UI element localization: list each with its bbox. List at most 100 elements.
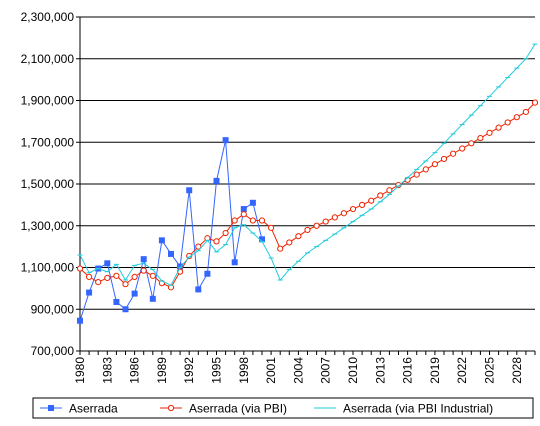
series-line bbox=[79, 140, 263, 321]
data-point bbox=[422, 166, 429, 173]
y-tick-label: 1,900,000 bbox=[21, 94, 75, 108]
data-point bbox=[104, 260, 111, 267]
y-tick-label: 2,300,000 bbox=[21, 10, 75, 24]
data-point bbox=[268, 224, 275, 231]
x-tick-label: 2022 bbox=[455, 357, 469, 384]
series-line bbox=[79, 43, 536, 286]
y-tick-label: 1,300,000 bbox=[21, 219, 75, 233]
x-tick-label: 1992 bbox=[182, 357, 196, 384]
data-point bbox=[48, 405, 54, 411]
data-point bbox=[240, 211, 247, 218]
x-tick-label: 2028 bbox=[510, 357, 524, 384]
data-point bbox=[440, 155, 448, 163]
x-tick-label: 1989 bbox=[155, 357, 169, 384]
data-point bbox=[450, 150, 457, 157]
data-point bbox=[204, 270, 211, 277]
y-tick-label: 900,000 bbox=[31, 302, 75, 316]
x-tick-label: 2016 bbox=[401, 357, 415, 384]
x-tick-label: 1980 bbox=[73, 357, 87, 384]
data-point bbox=[104, 274, 111, 282]
data-point bbox=[277, 245, 284, 252]
data-point bbox=[340, 210, 347, 217]
y-tick-label: 1,500,000 bbox=[21, 177, 75, 191]
data-point bbox=[286, 239, 293, 246]
data-point bbox=[149, 295, 156, 302]
x-tick-label: 2013 bbox=[373, 357, 387, 384]
y-tick-label: 1,700,000 bbox=[21, 135, 75, 149]
data-point bbox=[131, 290, 138, 297]
data-point bbox=[413, 171, 420, 178]
data-point bbox=[504, 119, 511, 126]
data-point bbox=[113, 272, 120, 279]
data-point bbox=[522, 108, 530, 116]
series bbox=[77, 137, 265, 324]
data-point bbox=[349, 205, 357, 213]
data-point bbox=[222, 229, 229, 237]
data-point bbox=[195, 243, 202, 250]
data-point bbox=[531, 99, 539, 106]
data-point bbox=[231, 217, 238, 224]
legend-box bbox=[32, 397, 534, 419]
data-point bbox=[140, 267, 147, 274]
y-tick-label: 700,000 bbox=[31, 344, 75, 358]
data-point bbox=[158, 237, 165, 244]
data-point bbox=[168, 250, 174, 257]
series-line bbox=[79, 102, 536, 288]
data-point bbox=[140, 256, 147, 263]
x-tick-label: 1995 bbox=[210, 357, 224, 384]
data-point bbox=[295, 233, 302, 240]
data-point bbox=[377, 192, 384, 199]
data-point bbox=[313, 222, 320, 229]
data-point bbox=[213, 238, 220, 245]
x-tick-label: 1983 bbox=[100, 357, 114, 384]
data-point bbox=[77, 317, 83, 324]
data-point bbox=[513, 114, 520, 121]
data-point bbox=[386, 187, 393, 194]
data-point bbox=[431, 161, 438, 168]
legend-label: Aserrada (via PBI) bbox=[189, 402, 287, 416]
data-point bbox=[331, 214, 338, 221]
data-point bbox=[477, 134, 484, 142]
data-point bbox=[486, 129, 493, 136]
series-layer bbox=[76, 43, 539, 324]
data-point bbox=[86, 273, 93, 280]
x-tick-label: 2001 bbox=[264, 357, 278, 384]
data-point bbox=[304, 226, 311, 234]
data-point bbox=[322, 218, 329, 225]
y-tick-label: 1,100,000 bbox=[21, 261, 75, 275]
data-point bbox=[222, 137, 229, 144]
legend: Aserrada Aserrada (via PBI) Aserrada (via … bbox=[32, 397, 534, 419]
data-point bbox=[468, 140, 475, 147]
series bbox=[77, 43, 538, 286]
data-point bbox=[213, 177, 220, 184]
x-tick-label: 2025 bbox=[483, 357, 497, 384]
legend-label: Aserrada bbox=[69, 402, 118, 416]
y-tick-label: 2,100,000 bbox=[21, 52, 75, 66]
data-point bbox=[249, 217, 256, 224]
data-point bbox=[167, 404, 175, 412]
data-point bbox=[495, 124, 502, 131]
data-point bbox=[231, 259, 238, 266]
data-point bbox=[76, 265, 84, 272]
gridlines bbox=[80, 16, 535, 310]
data-point bbox=[368, 197, 375, 204]
data-point bbox=[122, 281, 129, 288]
x-tick-label: 2007 bbox=[319, 357, 333, 384]
data-point bbox=[131, 273, 138, 280]
data-point bbox=[122, 306, 129, 313]
x-tick-label: 1986 bbox=[128, 357, 142, 384]
data-point bbox=[359, 201, 366, 208]
data-point bbox=[258, 217, 266, 224]
data-point bbox=[149, 272, 156, 279]
x-tick-label: 2010 bbox=[346, 357, 360, 384]
data-point bbox=[240, 206, 247, 213]
series bbox=[76, 99, 539, 291]
x-tick-label: 2004 bbox=[291, 357, 305, 384]
data-point bbox=[95, 279, 102, 286]
data-point bbox=[195, 286, 202, 293]
data-point bbox=[249, 199, 256, 206]
data-point bbox=[86, 289, 93, 296]
data-point bbox=[459, 145, 466, 152]
